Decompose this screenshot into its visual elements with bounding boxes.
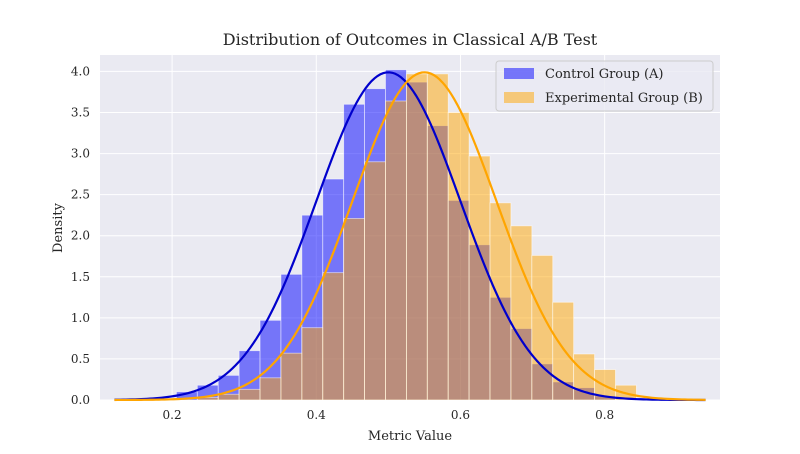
histogram-bar	[259, 377, 282, 401]
histogram-bar	[343, 218, 365, 401]
legend-swatch-experimental	[504, 92, 534, 103]
histogram-bar	[468, 155, 491, 401]
y-tick-label: 3.0	[71, 147, 90, 161]
legend-swatch-control	[504, 68, 534, 79]
y-tick-label: 3.5	[71, 106, 90, 120]
histogram-bar	[301, 327, 324, 401]
density-line	[114, 71, 706, 402]
y-tick-label: 2.5	[71, 188, 90, 202]
histogram-bar	[217, 393, 240, 401]
y-axis-label: Density	[51, 202, 66, 253]
y-tick-label: 1.5	[71, 270, 90, 284]
y-tick-labels: 0.0 0.5 1.0 1.5 2.0 2.5 3.0 3.5 4.0	[71, 64, 90, 407]
y-tick-label: 4.0	[71, 64, 90, 78]
legend: Control Group (A) Experimental Group (B)	[495, 60, 714, 112]
histogram-bar	[447, 112, 470, 401]
y-tick-label: 0.5	[71, 352, 90, 366]
x-tick-labels: 0.2 0.4 0.6 0.8	[163, 408, 615, 422]
histogram-bar	[238, 388, 261, 401]
chart-title: Distribution of Outcomes in Classical A/…	[223, 30, 598, 49]
y-tick-label: 0.0	[71, 393, 90, 407]
density-line	[114, 71, 706, 402]
histogram-bar	[385, 100, 407, 401]
density-curves	[114, 71, 706, 402]
x-tick-label: 0.4	[307, 408, 326, 422]
histogram-bar	[364, 161, 386, 401]
y-tick-label: 2.0	[71, 229, 90, 243]
histogram-bar	[322, 272, 345, 401]
histogram-bar	[552, 301, 575, 401]
x-tick-label: 0.2	[163, 408, 182, 422]
x-tick-label: 0.6	[451, 408, 470, 422]
x-axis-label: Metric Value	[368, 429, 452, 444]
legend-label-experimental: Experimental Group (B)	[545, 91, 703, 106]
x-tick-label: 0.8	[595, 408, 614, 422]
histogram-bar	[510, 225, 533, 401]
legend-label-control: Control Group (A)	[545, 67, 664, 82]
y-tick-label: 1.0	[71, 311, 90, 325]
histogram-bar	[280, 352, 303, 401]
histogram-bar	[405, 73, 428, 401]
legend-box	[495, 60, 714, 112]
